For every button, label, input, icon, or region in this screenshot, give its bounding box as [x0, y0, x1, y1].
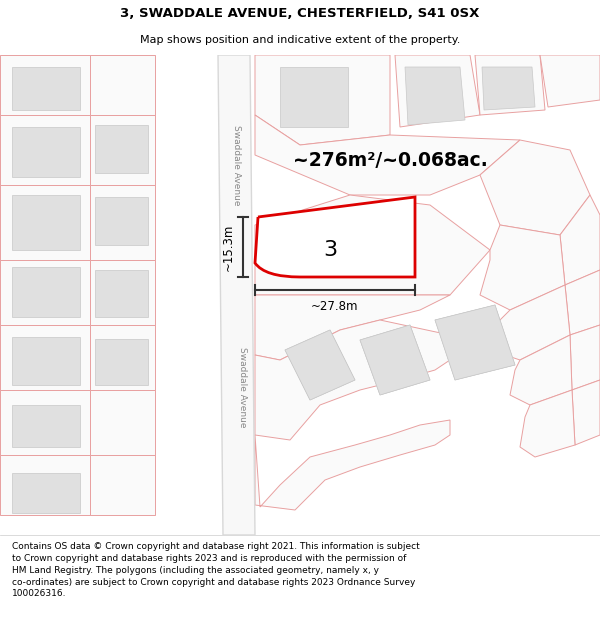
Polygon shape [572, 380, 600, 445]
Text: 3: 3 [323, 240, 337, 260]
Polygon shape [12, 127, 80, 177]
Polygon shape [255, 420, 450, 510]
Polygon shape [90, 55, 155, 115]
Polygon shape [395, 55, 480, 127]
Polygon shape [90, 260, 155, 325]
Text: Swaddale Avenue: Swaddale Avenue [238, 347, 247, 428]
Text: ~276m²/~0.068ac.: ~276m²/~0.068ac. [293, 151, 487, 169]
Polygon shape [405, 67, 465, 125]
Polygon shape [0, 455, 90, 515]
Text: ~15.3m: ~15.3m [222, 223, 235, 271]
Polygon shape [95, 197, 148, 245]
Polygon shape [12, 195, 80, 250]
Polygon shape [520, 390, 575, 457]
Polygon shape [0, 390, 90, 455]
Polygon shape [510, 335, 572, 405]
Polygon shape [12, 337, 80, 385]
Polygon shape [570, 325, 600, 390]
Polygon shape [90, 185, 155, 260]
Polygon shape [435, 305, 515, 380]
Polygon shape [255, 195, 490, 295]
Polygon shape [490, 285, 570, 360]
Polygon shape [12, 267, 80, 317]
Polygon shape [12, 473, 80, 513]
Polygon shape [0, 55, 90, 115]
Polygon shape [475, 55, 545, 115]
Polygon shape [565, 270, 600, 335]
Polygon shape [255, 295, 450, 360]
Polygon shape [360, 325, 430, 395]
Polygon shape [480, 140, 590, 235]
Text: 3, SWADDALE AVENUE, CHESTERFIELD, S41 0SX: 3, SWADDALE AVENUE, CHESTERFIELD, S41 0S… [121, 8, 479, 20]
Polygon shape [0, 260, 90, 325]
Polygon shape [280, 67, 348, 127]
Polygon shape [0, 325, 90, 390]
Polygon shape [90, 390, 155, 455]
Polygon shape [95, 270, 148, 317]
Polygon shape [560, 195, 600, 285]
Polygon shape [218, 55, 255, 535]
Polygon shape [255, 55, 390, 145]
Polygon shape [360, 325, 430, 395]
Text: Swaddale Avenue: Swaddale Avenue [233, 125, 241, 205]
Polygon shape [90, 325, 155, 390]
Polygon shape [12, 67, 80, 110]
Polygon shape [0, 115, 90, 185]
Text: ~27.8m: ~27.8m [311, 300, 359, 313]
PathPatch shape [255, 197, 415, 277]
Polygon shape [12, 405, 80, 447]
Polygon shape [285, 330, 355, 400]
Polygon shape [482, 67, 535, 110]
Polygon shape [90, 455, 155, 515]
Text: Map shows position and indicative extent of the property.: Map shows position and indicative extent… [140, 34, 460, 44]
Polygon shape [480, 225, 565, 310]
Polygon shape [0, 185, 90, 260]
Polygon shape [285, 330, 355, 400]
Polygon shape [255, 115, 520, 195]
Polygon shape [95, 339, 148, 385]
Polygon shape [90, 115, 155, 185]
Polygon shape [540, 55, 600, 107]
Text: Contains OS data © Crown copyright and database right 2021. This information is : Contains OS data © Crown copyright and d… [12, 542, 420, 598]
Polygon shape [95, 125, 148, 173]
Polygon shape [255, 320, 450, 440]
Polygon shape [435, 305, 515, 380]
